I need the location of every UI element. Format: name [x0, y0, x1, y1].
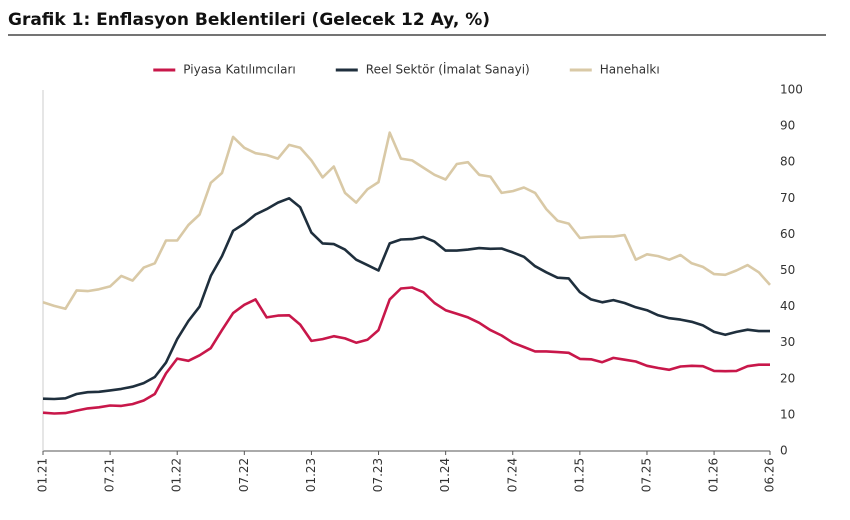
y-tick-label: 70 — [780, 191, 795, 205]
legend-label: Hanehalkı — [600, 63, 660, 77]
x-tick-label: 01.26 — [707, 458, 721, 492]
y-tick-label: 10 — [780, 407, 795, 421]
y-tick-label: 30 — [780, 335, 795, 349]
y-tick-label: 90 — [780, 119, 795, 133]
x-tick-label: 07.25 — [639, 458, 653, 492]
y-tick-label: 100 — [780, 83, 803, 97]
x-tick-label: 07.22 — [237, 458, 251, 492]
x-tick-label: 01.24 — [438, 458, 452, 492]
series-line — [42, 131, 771, 311]
x-tick-label: 01.23 — [304, 458, 318, 492]
x-tick-label: 07.24 — [505, 458, 519, 492]
y-tick-label: 80 — [780, 155, 795, 169]
legend-label: Piyasa Katılımcıları — [183, 63, 295, 77]
legend-label: Reel Sektör (İmalat Sanayi) — [366, 62, 530, 77]
series-line — [42, 286, 770, 415]
x-tick-label: 07.21 — [103, 458, 117, 492]
y-tick-label: 40 — [780, 299, 795, 313]
chart-title: Grafik 1: Enflasyon Beklentileri (Gelece… — [8, 10, 490, 30]
x-tick-label: 01.21 — [36, 458, 50, 492]
y-tick-label: 50 — [780, 263, 795, 277]
y-tick-label: 60 — [780, 227, 795, 241]
series-line — [42, 197, 770, 401]
x-tick-label: 01.22 — [170, 458, 184, 492]
x-tick-label: 07.23 — [371, 458, 385, 492]
y-tick-label: 0 — [780, 444, 788, 458]
y-tick-label: 20 — [780, 371, 795, 385]
x-tick-label: 01.25 — [572, 458, 586, 492]
x-tick-label: 06.26 — [763, 458, 777, 492]
